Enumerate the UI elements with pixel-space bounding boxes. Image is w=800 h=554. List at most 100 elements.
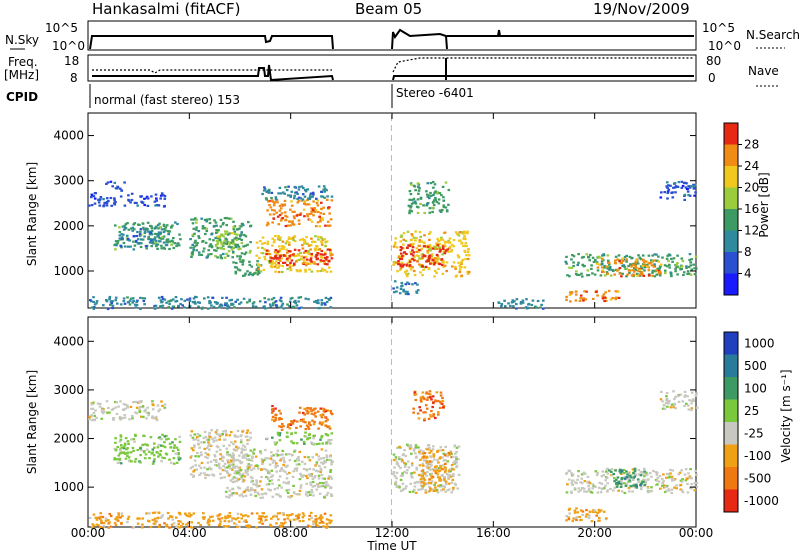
- velocity-cell: [604, 479, 607, 482]
- velocity-cell: [399, 474, 403, 477]
- velocity-cell: [583, 480, 587, 483]
- velocity-cell: [230, 519, 234, 522]
- power-cell: [260, 242, 264, 245]
- power-cell: [436, 244, 440, 247]
- velocity-cell: [680, 480, 684, 483]
- power-cell: [90, 196, 93, 199]
- power-cell: [435, 253, 439, 256]
- power-cell: [163, 298, 167, 301]
- power-cell: [263, 248, 266, 251]
- velocity-cell: [412, 407, 415, 410]
- power-cell: [329, 251, 332, 254]
- velocity-cell: [113, 457, 117, 460]
- velocity-cell: [327, 477, 330, 480]
- power-cell: [441, 244, 445, 247]
- velocity-cell: [218, 438, 221, 441]
- power-cell: [157, 231, 161, 234]
- power-cell: [603, 264, 606, 268]
- velocity-cell: [292, 518, 296, 521]
- power-cell: [272, 257, 276, 260]
- velocity-cell: [188, 512, 191, 515]
- power-cell: [466, 270, 469, 273]
- power-cell: [628, 271, 631, 275]
- power-cell: [313, 300, 316, 303]
- velocity-cell: [196, 433, 200, 436]
- velocity-cell: [413, 481, 416, 485]
- power-cell: [325, 258, 328, 261]
- power-cell: [304, 255, 308, 258]
- power-cell: [282, 245, 286, 248]
- velocity-cell: [276, 431, 280, 434]
- velocity-cell: [456, 487, 459, 490]
- power-cell: [323, 190, 326, 193]
- velocity-cell: [92, 513, 96, 516]
- velocity-cell: [244, 488, 248, 491]
- velocity-cell: [585, 509, 588, 512]
- power-cell: [606, 254, 610, 257]
- velocity-cell: [422, 464, 425, 467]
- power-cell: [429, 231, 432, 234]
- velocity-cell: [188, 515, 192, 518]
- velocity-cell: [590, 520, 594, 523]
- power-cell: [242, 297, 246, 300]
- power-cell: [687, 272, 691, 275]
- power-cell: [685, 265, 688, 268]
- velocity-cell: [427, 481, 431, 484]
- power-cell: [692, 186, 696, 189]
- power-cell: [263, 186, 266, 189]
- power-cell: [404, 239, 408, 242]
- velocity-cell: [328, 442, 331, 445]
- power-cell: [243, 274, 247, 277]
- time-tick-label: 16:00: [476, 526, 511, 540]
- velocity-cell: [228, 515, 232, 518]
- velocity-cell: [158, 436, 162, 439]
- power-cell: [274, 300, 278, 303]
- power-cell: [402, 288, 405, 291]
- power-cell: [660, 191, 663, 194]
- velocity-cell: [422, 450, 425, 453]
- power-cell: [208, 300, 211, 303]
- velocity-cell: [130, 460, 133, 463]
- power-cell: [665, 265, 669, 268]
- power-cell: [655, 259, 658, 262]
- power-cell: [218, 246, 222, 249]
- power-cell: [322, 259, 325, 262]
- velocity-cell: [663, 490, 667, 494]
- velocity-cell: [218, 513, 222, 516]
- velocity-cell: [318, 492, 322, 495]
- velocity-cell: [257, 493, 261, 496]
- velocity-cell: [118, 457, 122, 460]
- velocity-cell: [100, 408, 104, 411]
- power-cell: [236, 298, 239, 301]
- power-cell: [93, 306, 96, 309]
- velocity-cell: [270, 411, 274, 414]
- velocity-cell: [203, 472, 206, 475]
- power-cell: [300, 199, 304, 202]
- power-cell: [310, 210, 313, 213]
- velocity-cell: [244, 435, 248, 438]
- velocity-cell: [419, 458, 422, 461]
- velocity-cell: [690, 399, 693, 402]
- power-cell: [148, 238, 152, 241]
- velocity-cell: [420, 481, 424, 484]
- velocity-cell: [598, 510, 601, 513]
- power-cell: [158, 237, 161, 240]
- velocity-cell: [672, 390, 675, 393]
- velocity-cell: [328, 427, 332, 430]
- power-cell: [663, 191, 666, 194]
- power-cell: [308, 196, 312, 199]
- velocity-cell: [295, 467, 299, 470]
- velocity-cell: [236, 512, 240, 515]
- velocity-cell: [423, 478, 427, 481]
- velocity-cell: [92, 418, 95, 421]
- power-cell: [132, 299, 135, 303]
- power-cell: [248, 263, 252, 266]
- velocity-cell: [260, 458, 264, 461]
- velocity-cell: [576, 478, 579, 481]
- power-cell: [319, 236, 323, 239]
- power-cell: [448, 247, 451, 250]
- power-cell: [157, 227, 160, 230]
- power-cell: [113, 197, 116, 200]
- power-cell: [326, 195, 329, 198]
- power-cell: [669, 184, 672, 187]
